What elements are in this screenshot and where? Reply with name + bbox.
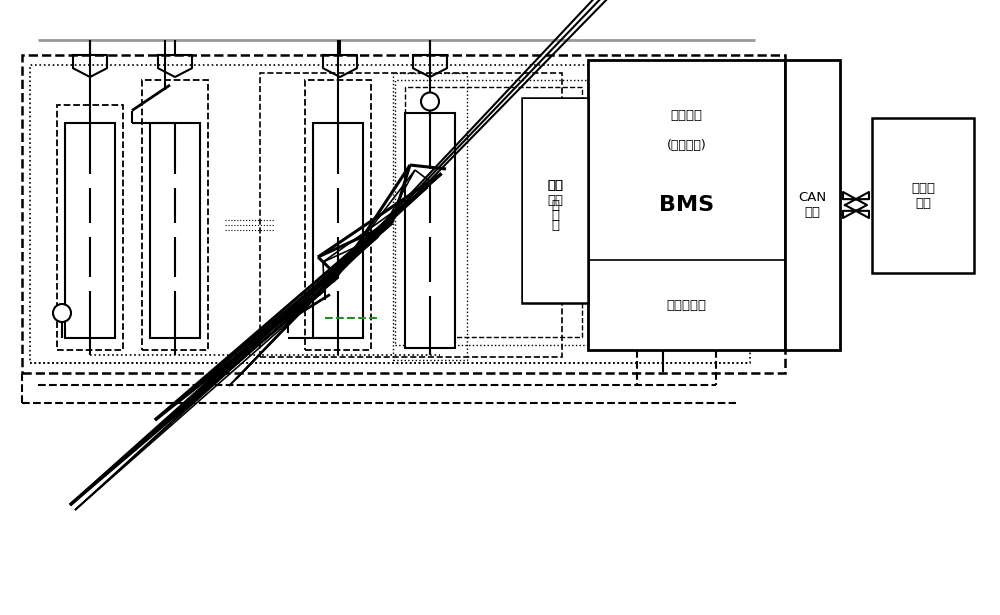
Bar: [785, 60, 840, 350]
Text: 接触器控制: 接触器控制: [666, 298, 706, 312]
Bar: [522, 98, 588, 303]
Text: 测: 测: [551, 219, 559, 232]
Text: 绝缘
检测
测: 绝缘 检测 测: [547, 179, 563, 222]
Bar: [260, 73, 562, 357]
Text: 绝缘: 绝缘: [547, 179, 563, 192]
Polygon shape: [843, 192, 869, 218]
Bar: [142, 79, 208, 349]
Bar: [305, 79, 371, 349]
Text: CAN
通信: CAN 通信: [798, 191, 827, 219]
Circle shape: [53, 304, 71, 322]
Bar: [313, 122, 363, 338]
Text: BMS: BMS: [659, 195, 714, 215]
Bar: [872, 118, 974, 273]
Bar: [30, 65, 750, 363]
Bar: [405, 87, 582, 337]
Circle shape: [421, 92, 439, 111]
Bar: [65, 122, 115, 338]
Bar: [393, 73, 467, 360]
Text: 上级控
制器: 上级控 制器: [911, 181, 935, 210]
Bar: [588, 60, 785, 350]
Bar: [405, 113, 455, 347]
Bar: [395, 80, 588, 345]
Bar: [523, 99, 587, 302]
Bar: [57, 105, 123, 349]
Text: 数据采集: 数据采集: [670, 108, 702, 122]
Bar: [150, 122, 200, 338]
Bar: [22, 55, 785, 373]
Text: 检: 检: [551, 199, 559, 212]
Text: (电压温度): (电压温度): [667, 138, 706, 151]
